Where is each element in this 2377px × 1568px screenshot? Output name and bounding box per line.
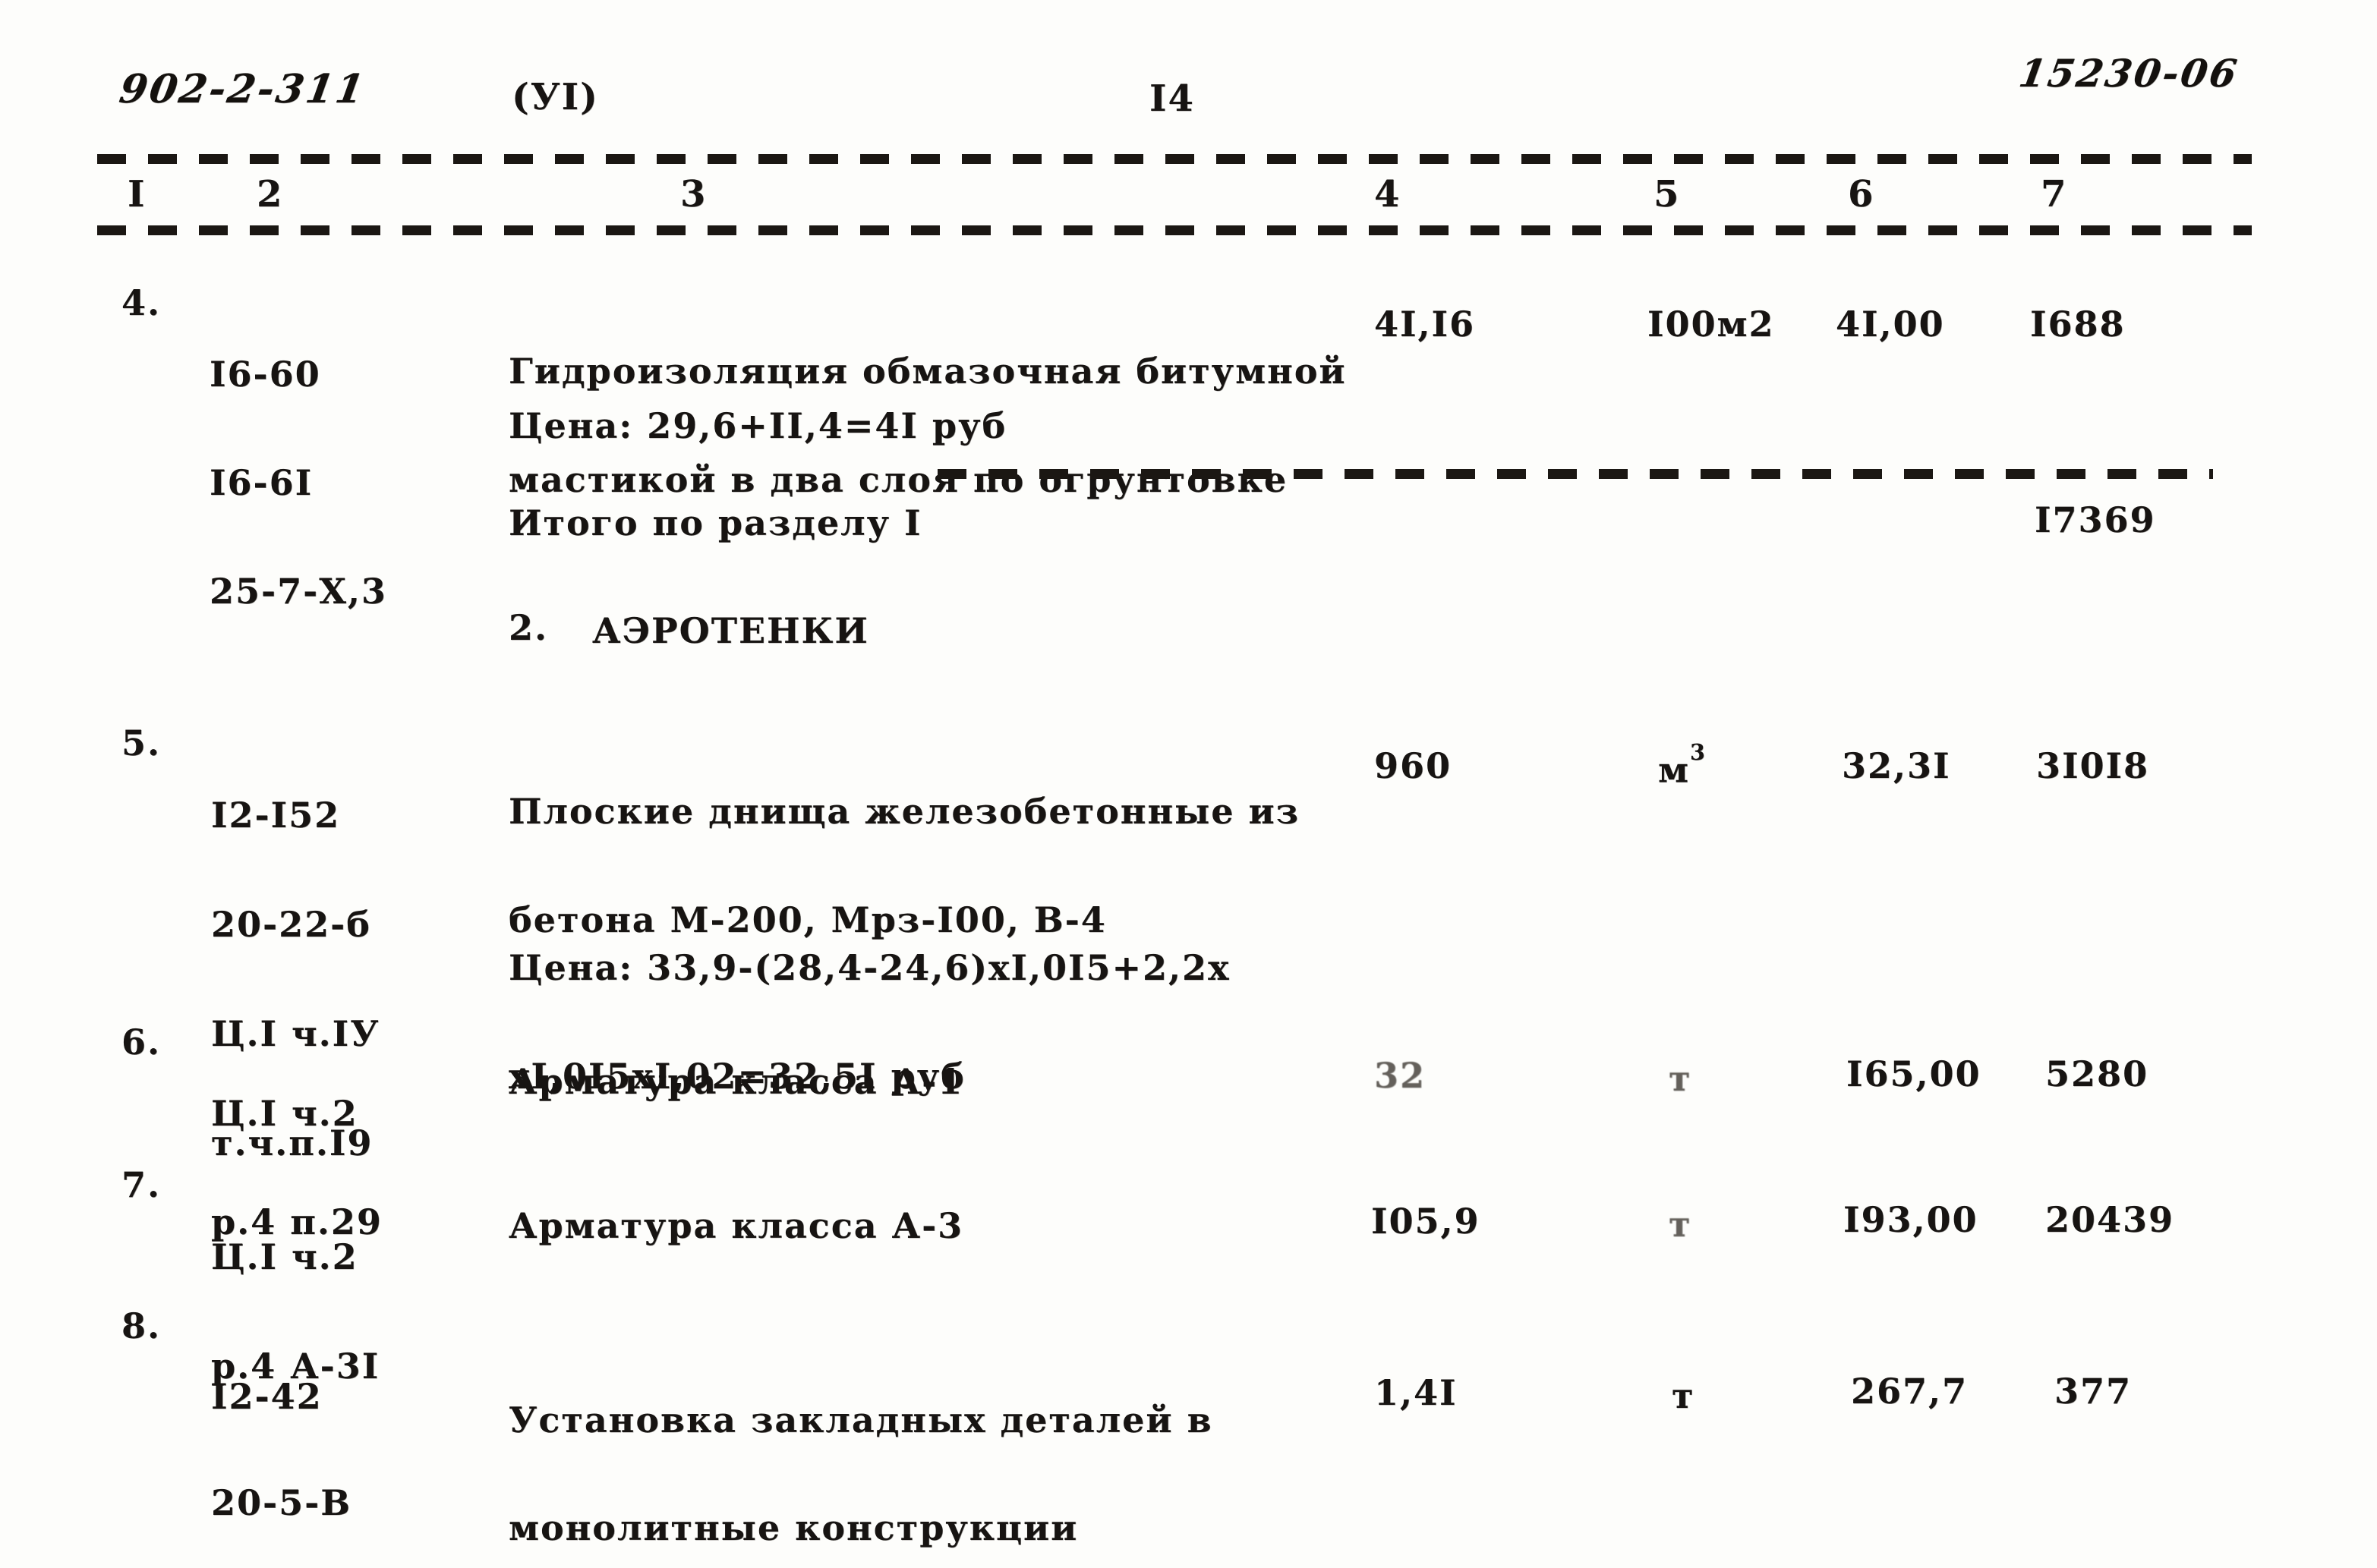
row-number: 4. [121,282,162,323]
table-header-bottom-rule [97,225,2252,235]
row-quantity: 1,4І [1374,1372,1458,1413]
row-total: 377 [2054,1371,2133,1412]
code-line: 20-22-б [211,904,371,945]
row-codes: І6-60 І6-6І 25-7-Х,3 [210,285,387,681]
row-quantity: 32 [1374,1055,1427,1096]
section-title: АЭРОТЕНКИ [592,610,869,651]
code-line: І6-6І [210,462,314,503]
unit-base: м [1658,749,1690,791]
row-description: Гидроизоляция обмазочная битумной мастик… [509,282,1347,569]
code-line: 25-7-Х,3 [210,571,387,612]
price-note-line: хІ,0І5хІ,02=32,5І руб [509,1056,966,1097]
row-quantity: І05,9 [1371,1201,1480,1242]
subtotal-label: Итого по разделу І [509,502,922,543]
code-line: Ц.І ч.2 [211,1236,358,1277]
description-line: мастикой в два слоя по огрунтовке [509,459,1288,500]
price-note-line: Цена: 33,9-(28,4-24,6)хІ,0І5+2,2х [509,947,1231,988]
row-unit: м3 [1658,741,1705,791]
section-number: 2. [509,607,549,648]
description-line: Установка закладных деталей в [509,1400,1213,1440]
code-line: Ц.І ч.2 [211,1093,358,1134]
description-line: монолитные конструкции [509,1507,1079,1548]
row-description: Арматура класса А-1 [509,1061,964,1102]
row-unit-price: І65,00 [1846,1053,1981,1094]
row-unit-price: 4І,00 [1836,304,1945,345]
subtotal-separator-rule [938,469,2213,479]
row-unit: І00м2 [1647,304,1775,345]
column-header-5: 5 [1653,173,1681,216]
code-line: І6-60 [210,354,321,395]
row-price-note: Цена: 29,6+ІІ,4=4І руб [509,405,1007,446]
subtotal-value: І7369 [2035,499,2156,540]
stamp-number: 15230-06 [2016,51,2243,96]
code-line: 20-5-В [211,1482,352,1523]
row-number: 7. [121,1164,162,1205]
row-codes: І2-42 20-5-В Сб.доп.к СНиП в.І т.ч. [211,1308,408,1568]
row-unit-price: 267,7 [1851,1371,1969,1412]
row-total: 3І0І8 [2036,745,2150,786]
unit-superscript: 3 [1689,739,1705,766]
row-total: 5280 [2045,1053,2149,1094]
row-number: 6. [121,1022,162,1063]
row-description: Арматура класса А-3 [509,1205,964,1246]
code-line: І2-42 [211,1376,323,1417]
code-line: Ц.І ч.ІУ [211,1013,380,1054]
row-unit-price: 32,3І [1842,745,1951,786]
row-codes: І2-І52 20-22-б Ц.І ч.ІУ т.ч.п.І9 [211,726,380,1233]
table-header-top-rule [97,154,2252,164]
series-label: (УІ) [512,76,599,118]
description-line: Гидроизоляция обмазочная битумной [509,351,1347,392]
column-header-6: 6 [1848,173,1875,216]
row-unit-price: І93,00 [1843,1199,1978,1240]
row-codes: Ц.І ч.2 р.4 п.29 [211,1025,383,1311]
code-line: І2-І52 [211,795,341,836]
row-price-note: Цена: 33,9-(28,4-24,6)хІ,0І5+2,2х хІ,0І5… [509,879,1231,1166]
row-total: І688 [2030,304,2126,345]
doc-code: 902-2-311 [116,66,370,112]
row-description: Плоские днища железобетонные из бетона М… [509,723,1300,1009]
column-header-4: 4 [1374,173,1401,216]
row-unit: т [1672,1375,1695,1416]
row-quantity: 960 [1374,745,1452,786]
column-header-2: 2 [257,173,284,216]
row-quantity: 4І,І6 [1374,304,1476,345]
column-header-3: 3 [680,173,708,216]
description-line: бетона М-200, Мрз-І00, В-4 [509,899,1107,940]
column-header-7: 7 [2041,173,2068,216]
description-line: Плоские днища железобетонные из [509,791,1300,832]
page-number: І4 [1149,77,1195,120]
code-line: т.ч.п.І9 [211,1122,374,1163]
row-codes: Ц.І ч.2 р.4 А-3І [211,1167,380,1456]
row-number: 5. [121,723,162,764]
row-description: Установка закладных деталей в монолитные… [509,1331,1213,1568]
row-unit: т [1669,1058,1692,1099]
code-line: р.4 п.29 [211,1201,383,1242]
row-unit: т [1669,1204,1692,1245]
code-line: р.4 А-3І [211,1346,380,1387]
row-number: 8. [121,1305,162,1346]
column-header-1: І [128,173,147,216]
row-total: 20439 [2045,1199,2175,1240]
